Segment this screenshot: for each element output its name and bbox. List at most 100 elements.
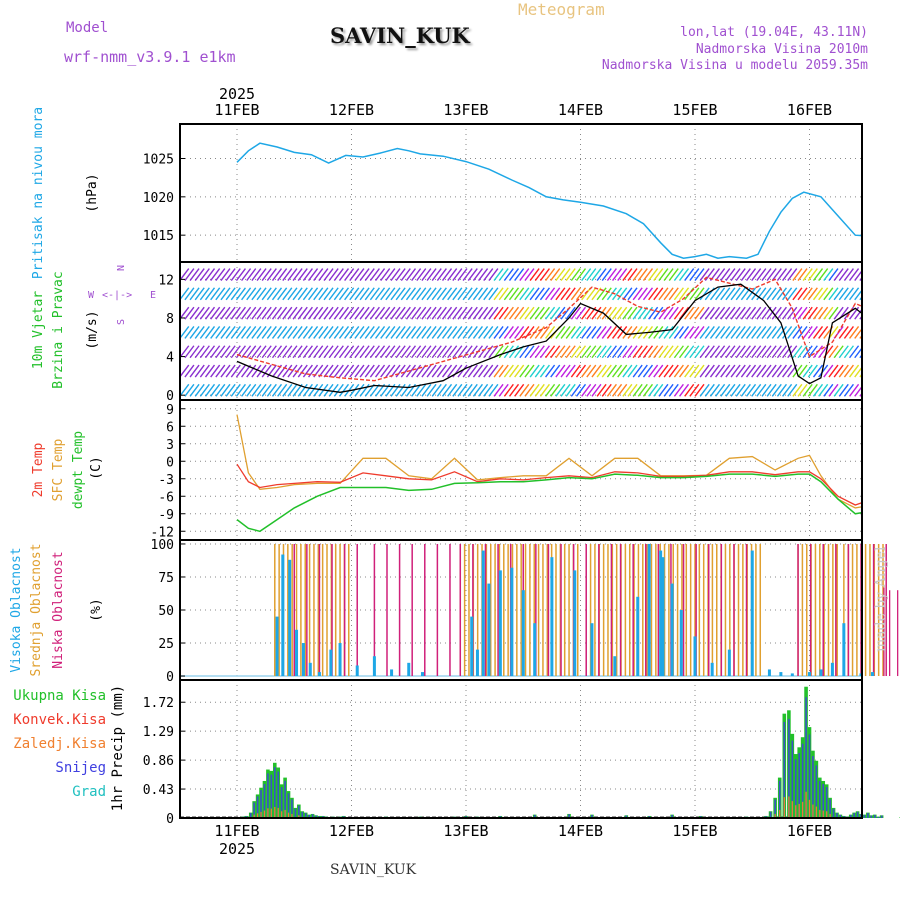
wind-barb xyxy=(617,306,628,320)
y-tick-label: 25 xyxy=(158,637,174,652)
wind-barb xyxy=(369,364,380,378)
wind-barb xyxy=(586,268,597,281)
wind-barb xyxy=(539,383,550,397)
wind-barb xyxy=(400,306,411,320)
wind-barb xyxy=(313,268,324,281)
wind-barb xyxy=(601,326,612,339)
wind-barb xyxy=(730,383,741,397)
wind-barb xyxy=(818,326,829,339)
wind-barb xyxy=(230,326,241,339)
wind-barb xyxy=(503,268,514,281)
wind-barb xyxy=(514,268,525,281)
wind-barb xyxy=(282,306,293,320)
wind-barb xyxy=(539,287,550,301)
wind-barb xyxy=(550,306,561,320)
wind-barb xyxy=(545,287,556,301)
wind-barb xyxy=(349,364,360,378)
wind-barb xyxy=(467,268,478,281)
precip-bar-freezing xyxy=(298,815,300,818)
wind-barb xyxy=(586,364,597,378)
wind-barb xyxy=(622,364,633,378)
wind-barb xyxy=(328,326,339,339)
precip-bar-snow xyxy=(867,813,869,818)
wind-barb xyxy=(828,383,839,397)
wind-barb xyxy=(524,306,535,320)
wind-barb xyxy=(447,306,458,320)
precip-legend-item: Zaledj.Kisa xyxy=(13,736,106,752)
wind-barb xyxy=(369,268,380,281)
wind-barb xyxy=(431,364,442,378)
wind-barb xyxy=(735,306,746,320)
wind-barb xyxy=(575,364,587,378)
wind-barb xyxy=(812,287,824,301)
wind-barb xyxy=(323,306,334,320)
wind-barb xyxy=(302,268,313,281)
wind-barb xyxy=(776,306,788,320)
wind-barb xyxy=(478,287,489,301)
wind-barb xyxy=(792,345,803,359)
wind-barb xyxy=(715,383,726,397)
wind-barb xyxy=(622,268,633,281)
wind-barb xyxy=(838,287,849,301)
wind-barb xyxy=(359,306,370,320)
wind-gust-line xyxy=(236,276,862,382)
wind-barb xyxy=(771,345,782,359)
wind-barb xyxy=(751,268,762,281)
wind-barb xyxy=(648,364,659,378)
wind-barb xyxy=(488,383,499,397)
wind-barb xyxy=(570,345,581,359)
wind-barb xyxy=(297,268,308,281)
precip-bar-snow xyxy=(819,780,821,818)
cloud-bar-high xyxy=(308,662,312,677)
wind-barb xyxy=(591,345,602,359)
wind-barb xyxy=(457,326,468,339)
wind-barb xyxy=(715,306,726,320)
wind-barb xyxy=(271,306,283,320)
cloud-bar-high xyxy=(355,665,359,677)
wind-barb xyxy=(344,345,355,359)
wind-barb xyxy=(828,287,839,301)
wind-barb xyxy=(896,269,900,281)
wind-barb xyxy=(689,287,700,301)
wind-barb xyxy=(462,345,473,359)
wind-barb xyxy=(720,383,731,397)
cloud-bar-high xyxy=(659,550,663,677)
wind-barb xyxy=(648,345,659,359)
wind-barb xyxy=(776,287,788,301)
date-label-top: 11FEB xyxy=(214,101,259,119)
wind-barb xyxy=(478,326,489,339)
wind-barb xyxy=(555,383,566,397)
wind-barb xyxy=(891,365,900,377)
wind-barb xyxy=(256,306,267,320)
wind-barb xyxy=(405,326,417,339)
wind-barb xyxy=(210,287,221,301)
wind-barb xyxy=(735,268,746,281)
wind-barb xyxy=(606,326,617,339)
wind-barb xyxy=(359,364,370,378)
wind-barb xyxy=(354,287,365,301)
wind-barb xyxy=(545,383,556,397)
y-tick-label: 9 xyxy=(166,403,174,418)
cloud-bar-high xyxy=(830,662,834,677)
precip-bar-freezing xyxy=(791,801,793,818)
wind-barb xyxy=(483,383,494,397)
wind-barb xyxy=(400,345,411,359)
wind-barb xyxy=(658,306,669,320)
wind-barb xyxy=(302,287,313,301)
wind-barb xyxy=(606,364,617,378)
wind-barb xyxy=(896,365,900,377)
wind-barb xyxy=(411,345,422,359)
wind-barb xyxy=(297,326,308,339)
wind-barb xyxy=(802,326,813,339)
wind-barb xyxy=(180,326,190,339)
wind-barb xyxy=(199,364,210,378)
cloud-bar-high xyxy=(390,669,394,677)
cloud-bar-high xyxy=(679,610,683,677)
wind-barb xyxy=(745,287,757,301)
wind-barb xyxy=(447,287,458,301)
wind-barb xyxy=(277,364,288,378)
wind-barb xyxy=(807,364,818,378)
wind-barb xyxy=(663,268,674,281)
precip-bar-snow xyxy=(260,790,262,818)
wind-barb xyxy=(184,306,195,320)
